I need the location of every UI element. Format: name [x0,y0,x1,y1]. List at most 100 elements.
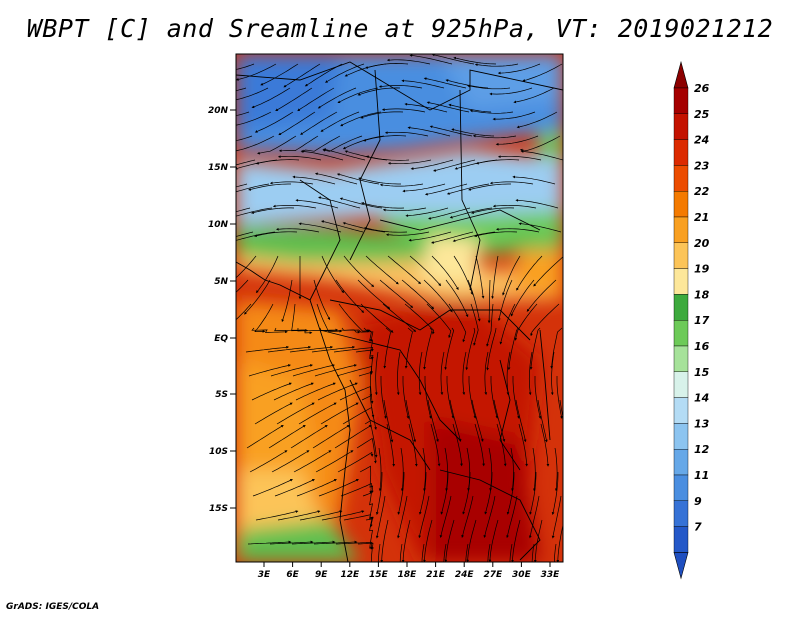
streamline [293,450,332,473]
colorbar-label: 12 [694,443,710,456]
colorbar-label: 20 [694,237,710,250]
streamline [510,279,535,317]
streamline [418,351,423,396]
streamline [431,54,475,65]
streamline [502,255,521,296]
streamline [316,303,343,333]
streamline [386,423,396,467]
streamline [380,519,389,562]
streamline [314,172,358,185]
streamline [423,279,453,313]
streamline [311,345,356,353]
streamline [448,303,467,343]
streamline [431,231,474,244]
streamline [236,111,272,126]
colorbar-swatch [673,294,689,321]
colorbar-label: 26 [694,82,710,95]
streamline [335,541,373,550]
temperature-field [236,54,563,562]
streamline [283,63,321,88]
colorbar-swatch [673,268,689,295]
streamline [465,543,469,562]
streamline [291,540,336,545]
streamline [358,372,374,404]
streamline [378,447,382,492]
streamline [475,255,485,299]
streamline [410,159,454,170]
streamline [236,63,255,70]
streamline [358,177,401,185]
streamline [532,447,536,492]
streamline [466,519,477,562]
streamline [275,87,313,111]
streamline [461,495,474,538]
streamline [407,126,451,137]
streamline [236,135,275,153]
colorbar-swatch [673,320,689,347]
streamline [471,207,515,214]
colorbar-swatch [673,423,689,450]
streamline [236,183,248,188]
streamline [497,155,542,161]
streamline [471,399,484,442]
streamline [474,63,519,67]
streamline [333,347,374,353]
streamline [553,543,557,562]
streamline [401,79,445,89]
streamline [356,437,377,464]
colorbar-label: 7 [694,521,702,534]
streamline [529,472,537,515]
streamline [514,303,538,341]
chart-title: WBPT [C] and Sreamline at 925hPa, VT: 20… [26,14,774,43]
streamline [255,255,279,294]
streamline [300,111,338,135]
streamline [486,303,494,347]
streamline [304,63,343,87]
lat-label: 10S [209,447,228,457]
streamline [507,327,519,371]
lat-label: 15S [209,504,228,514]
streamline [512,376,520,419]
streamline [360,111,404,119]
streamline [357,542,374,562]
streamline [401,519,411,562]
streamline [321,255,345,294]
streamline [484,472,493,515]
streamline [444,519,455,562]
streamline [495,135,539,146]
streamline [363,226,408,233]
streamline [281,279,293,323]
streamline [401,279,435,310]
streamline [496,423,507,467]
streamline [533,519,543,562]
streamline [469,109,514,114]
streamline [446,376,455,419]
streamline [550,327,563,369]
colorbar-swatch [673,500,689,527]
streamline [488,519,499,562]
streamline [499,303,516,345]
lat-label: 5S [215,390,228,400]
lat-label: 10N [208,220,229,230]
streamline [317,87,357,109]
streamline [483,495,496,539]
streamline [497,279,513,322]
streamline [387,159,432,165]
streamline [255,510,299,521]
colorbar-swatch [673,397,689,424]
streamline [433,159,476,172]
streamline [251,382,292,401]
streamline [383,399,394,443]
streamline [363,135,407,142]
lon-label: 30E [512,570,532,580]
streamline [551,495,562,539]
streamline [405,399,417,443]
colorbar-label: 15 [694,366,710,379]
streamline [423,519,433,562]
streamline [291,303,308,332]
streamline [324,63,365,83]
streamline [271,450,310,473]
streamline [236,159,256,166]
streamline [267,345,312,353]
streamline [272,204,317,209]
